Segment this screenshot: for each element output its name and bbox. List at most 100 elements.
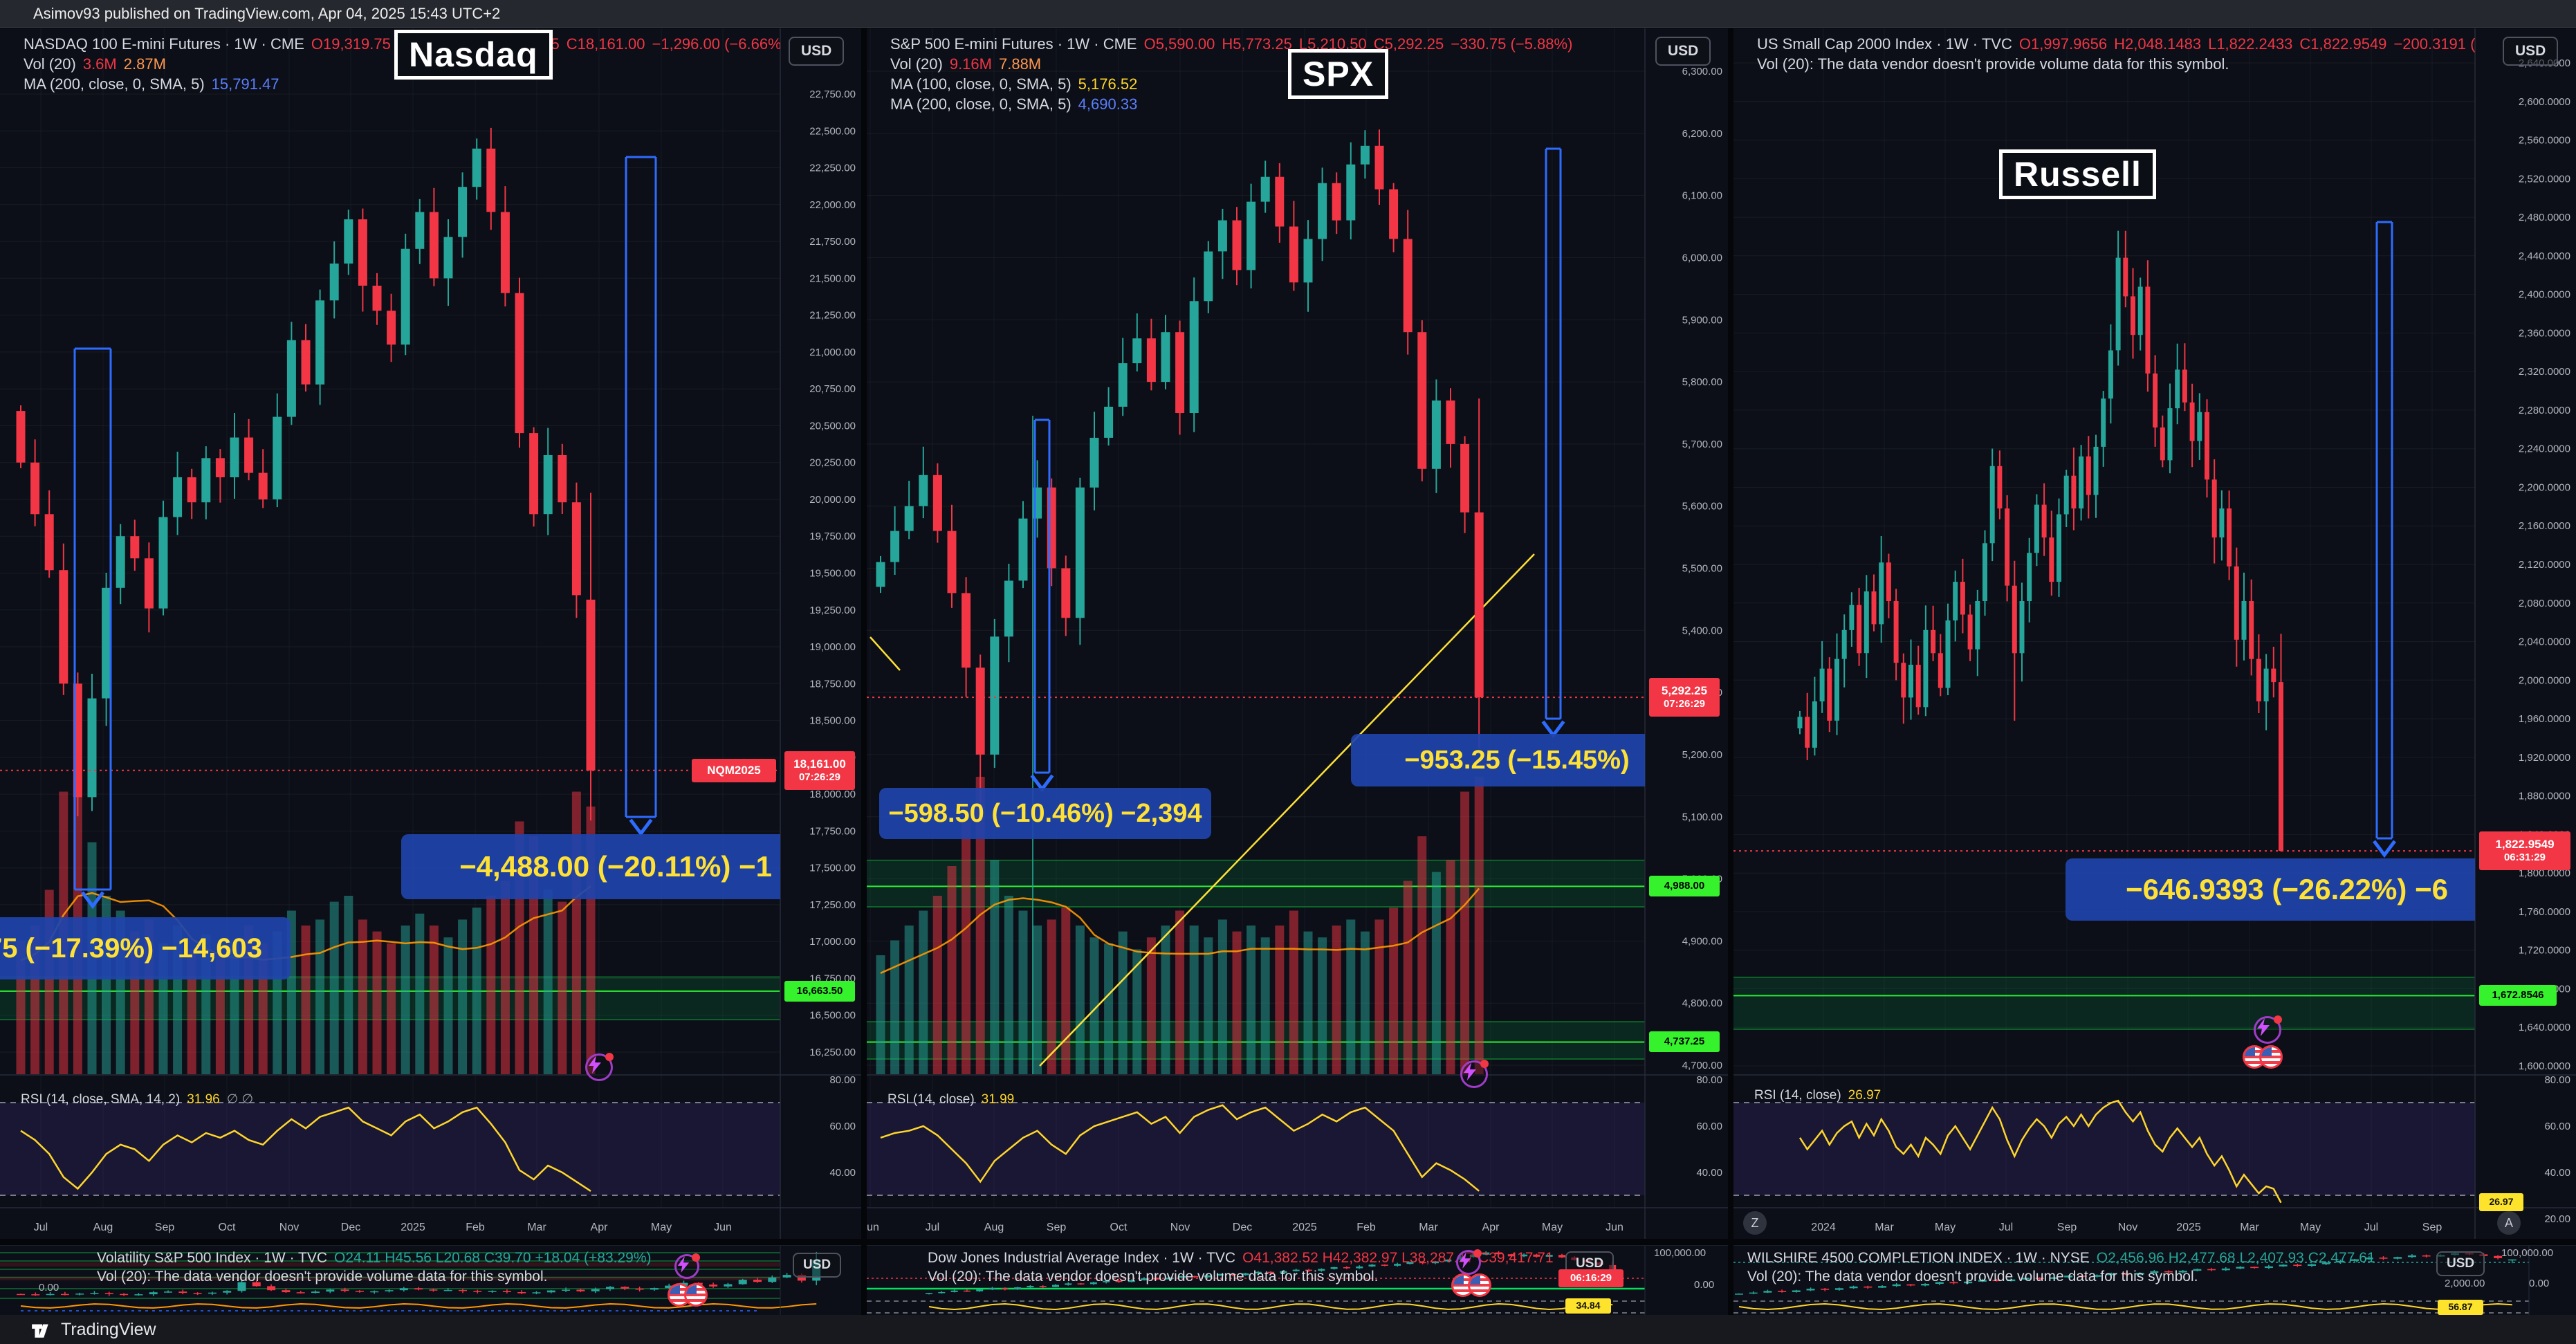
svg-text:17,000.00: 17,000.00	[809, 936, 856, 948]
scroll-left-button[interactable]: Z	[1743, 1211, 1767, 1235]
svg-text:22,500.00: 22,500.00	[809, 125, 856, 137]
nasdaq-legend-row-ma: MA (200, close, 0, SMA, 5) 15,791.47	[24, 74, 780, 94]
svg-text:5,800.00: 5,800.00	[1682, 376, 1722, 388]
ohlc-values: O41,382.52 H42,382.97 L38,287.17 C39,417…	[1242, 1249, 1554, 1266]
svg-text:21,250.00: 21,250.00	[809, 310, 856, 322]
svg-text:20.00: 20.00	[2544, 1213, 2570, 1225]
ma200-value: 4,690.33	[1078, 95, 1138, 113]
svg-text:20,250.00: 20,250.00	[809, 457, 856, 469]
svg-text:2024: 2024	[1811, 1222, 1836, 1233]
nasdaq-price-chart[interactable]: 22,750.00 22,500.00 22,250.00 22,000.00 21,7…	[0, 28, 861, 1239]
mini-panel-wilshire: WILSHIRE 4500 COMPLETION INDEX · 1W · NY…	[1733, 1245, 2576, 1315]
svg-text:2025: 2025	[2176, 1222, 2201, 1233]
us-flag-icon[interactable]	[2243, 1045, 2283, 1069]
svg-text:40.00: 40.00	[2544, 1167, 2570, 1179]
spx-measure-label-left[interactable]: −598.50 (−10.46%) −2,394	[879, 788, 1211, 839]
svg-text:6,300.00: 6,300.00	[1682, 66, 1722, 77]
ohlc-values: O24.11 H45.56 L20.68 C39.70 +18.04 (+83.…	[334, 1249, 652, 1266]
russell-rsi-legend[interactable]: RSI (14, close) 26.97	[1754, 1085, 1881, 1105]
svg-text:18,750.00: 18,750.00	[809, 678, 856, 690]
ma100-label[interactable]: MA (100, close, 0, SMA, 5)	[890, 75, 1071, 93]
vix-mini-chart[interactable]	[0, 1246, 861, 1315]
svg-text:6,100.00: 6,100.00	[1682, 190, 1722, 202]
svg-text:Mar: Mar	[527, 1222, 546, 1233]
symbol-title[interactable]: S&P 500 E-mini Futures · 1W · CME	[890, 35, 1137, 53]
russell-last-price-badge: 1,822.9549 06:31:29	[2479, 831, 2570, 870]
svg-text:80.00: 80.00	[2544, 1074, 2570, 1086]
svg-text:Mar: Mar	[1419, 1222, 1438, 1233]
vol-label[interactable]: Vol (20)	[890, 55, 943, 73]
wilshire-mini-chart[interactable]	[1733, 1246, 2576, 1315]
svg-text:80.00: 80.00	[1696, 1074, 1722, 1086]
wilshire-legend[interactable]: WILSHIRE 4500 COMPLETION INDEX · 1W · NY…	[1747, 1249, 2375, 1286]
svg-text:4,900.00: 4,900.00	[1682, 935, 1722, 947]
nasdaq-currency-button[interactable]: USD	[789, 37, 845, 66]
svg-text:Nov: Nov	[279, 1222, 299, 1233]
russell-legend-row-main: US Small Cap 2000 Index · 1W · TVC O1,99…	[1757, 34, 2475, 54]
symbol-title[interactable]: WILSHIRE 4500 COMPLETION INDEX · 1W · NY…	[1747, 1249, 2090, 1266]
chart-panel-russell: 2,640.00002,600.00002,560.00002,520.0000…	[1733, 28, 2576, 1239]
symbol-title[interactable]: Volatility S&P 500 Index · 1W · TVC	[97, 1249, 328, 1266]
tradingview-brand-text[interactable]: TradingView	[61, 1319, 156, 1339]
chart-panel-nasdaq: 22,750.00 22,500.00 22,250.00 22,000.00 21,7…	[0, 28, 861, 1239]
tradingview-logo-icon[interactable]	[30, 1319, 51, 1340]
spx-support-level-badge-2: 4,737.25	[1649, 1031, 1720, 1052]
vix-currency-button[interactable]: USD	[793, 1253, 842, 1278]
svg-text:2,400.0000: 2,400.0000	[2519, 289, 2570, 301]
spx-legend[interactable]: S&P 500 E-mini Futures · 1W · CME O5,590…	[890, 34, 1572, 114]
svg-text:17,750.00: 17,750.00	[809, 825, 856, 837]
rsi-extra: ∅ ∅	[226, 1092, 254, 1107]
vol-label[interactable]: Vol (20)	[24, 55, 76, 73]
svg-text:6,200.00: 6,200.00	[1682, 128, 1722, 140]
ohlc-change: −200.3191 (−9.90%)	[2393, 35, 2475, 53]
vol-value-2: 2.87M	[123, 55, 166, 73]
lightning-icon[interactable]	[2254, 1015, 2282, 1044]
svg-text:Mar: Mar	[1875, 1222, 1894, 1233]
lightning-icon[interactable]	[674, 1253, 700, 1279]
spx-rsi-legend[interactable]: RSI (14, close) 31.99	[887, 1089, 1014, 1110]
mini-panel-vix: Volatility S&P 500 Index · 1W · TVC O24.…	[0, 1245, 861, 1315]
ma-value: 15,791.47	[211, 75, 279, 93]
lightning-icon[interactable]	[1456, 1249, 1482, 1275]
svg-text:17,250.00: 17,250.00	[809, 899, 856, 911]
svg-text:16,500.00: 16,500.00	[809, 1010, 856, 1022]
spx-legend-row-main: S&P 500 E-mini Futures · 1W · CME O5,590…	[890, 34, 1572, 54]
russell-price-chart[interactable]: 2,640.00002,600.00002,560.00002,520.0000…	[1733, 28, 2576, 1239]
spx-price-chart[interactable]: 6,300.00 6,200.00 6,100.00 6,000.00 5,900.00…	[867, 28, 1728, 1239]
wilshire-legend-row-volume: Vol (20): The data vendor doesn't provid…	[1747, 1267, 2375, 1286]
svg-text:18,500.00: 18,500.00	[809, 715, 856, 727]
symbol-title[interactable]: NASDAQ 100 E-mini Futures · 1W · CME	[24, 35, 304, 53]
us-flag-icon[interactable]	[1451, 1273, 1491, 1297]
spx-legend-row-ma200: MA (200, close, 0, SMA, 5) 4,690.33	[890, 94, 1572, 114]
ohlc-change: −330.75 (−5.88%)	[1451, 35, 1573, 53]
nasdaq-measure-label-left[interactable]: 75 (−17.39%) −14,603	[0, 917, 291, 979]
scroll-right-button[interactable]: A	[2497, 1211, 2521, 1235]
svg-text:19,000.00: 19,000.00	[809, 641, 856, 653]
lightning-icon[interactable]	[1460, 1060, 1489, 1088]
symbol-title[interactable]: Dow Jones Industrial Average Index · 1W …	[928, 1249, 1236, 1266]
spx-currency-button[interactable]: USD	[1655, 37, 1711, 66]
symbol-title[interactable]: US Small Cap 2000 Index · 1W · TVC	[1757, 35, 2012, 53]
nasdaq-measure-label-right[interactable]: −4,488.00 (−20.11%) −1	[401, 834, 780, 899]
svg-text:22,750.00: 22,750.00	[809, 89, 856, 100]
vix-legend[interactable]: Volatility S&P 500 Index · 1W · TVC O24.…	[97, 1249, 652, 1286]
russell-measure-label[interactable]: −646.9393 (−26.22%) −6	[2066, 858, 2475, 921]
russell-legend[interactable]: US Small Cap 2000 Index · 1W · TVC O1,99…	[1757, 34, 2475, 74]
rsi-label[interactable]: RSI (14, close)	[1754, 1087, 1841, 1103]
rsi-label[interactable]: RSI (14, close, SMA, 14, 2)	[21, 1092, 181, 1107]
wilshire-currency-button[interactable]: USD	[2436, 1251, 2485, 1276]
spx-measure-label-right[interactable]: −953.25 (−15.45%)	[1351, 734, 1645, 786]
svg-text:Feb: Feb	[466, 1222, 485, 1233]
svg-text:40.00: 40.00	[1696, 1167, 1722, 1179]
notification-dot-icon	[1480, 1060, 1489, 1068]
wilshire-axis-mid: 2,000.00	[2445, 1278, 2485, 1289]
flag-icon	[2259, 1045, 2283, 1069]
ohlc-values: O2,456.96 H2,477.68 L2,407.93 C2,477.61	[2096, 1249, 2375, 1266]
russell-currency-button[interactable]: USD	[2503, 37, 2559, 66]
ma200-label[interactable]: MA (200, close, 0, SMA, 5)	[890, 95, 1071, 113]
us-flag-icon[interactable]	[668, 1283, 708, 1307]
rsi-label[interactable]: RSI (14, close)	[887, 1092, 975, 1107]
nasdaq-rsi-legend[interactable]: RSI (14, close, SMA, 14, 2) 31.96 ∅ ∅	[21, 1089, 253, 1110]
ma-label[interactable]: MA (200, close, 0, SMA, 5)	[24, 75, 205, 93]
lightning-icon[interactable]	[585, 1053, 614, 1081]
